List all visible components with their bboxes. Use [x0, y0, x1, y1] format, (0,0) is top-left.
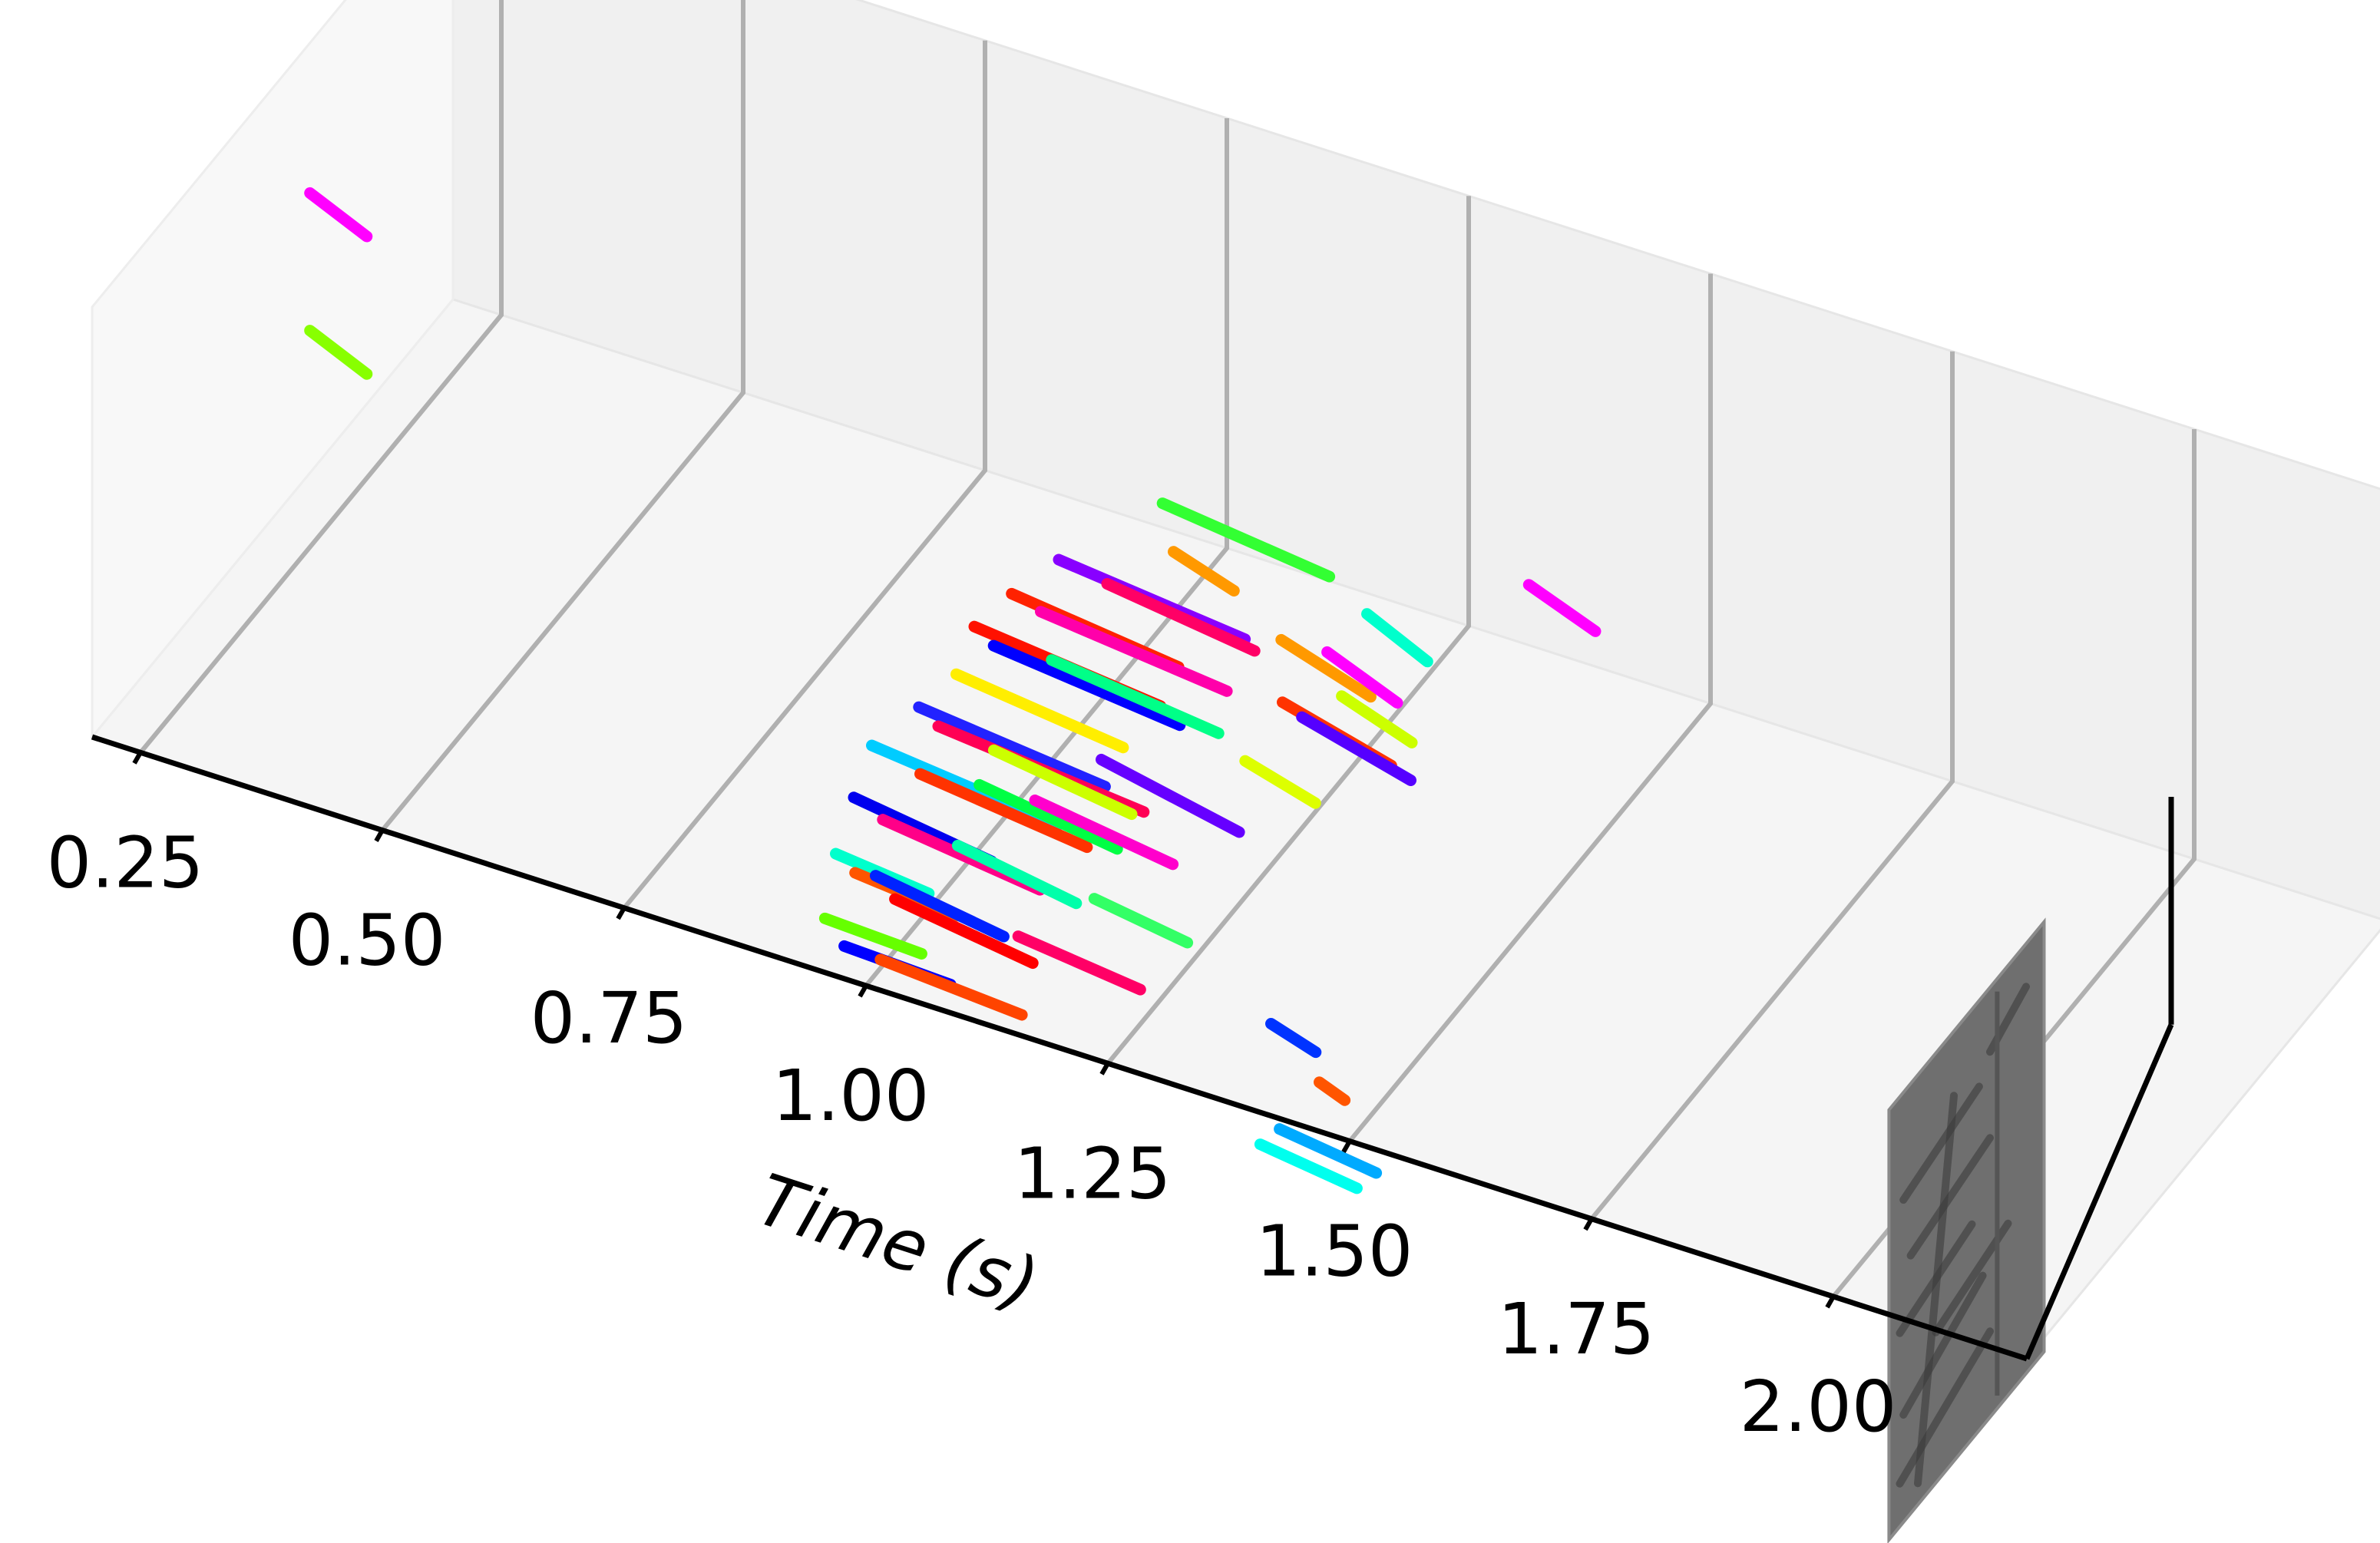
- event-segment: [874, 953, 1028, 1021]
- x-tick: [374, 829, 385, 842]
- event-segment: [1012, 930, 1146, 996]
- event-segment: [1254, 1138, 1363, 1194]
- event-segment: [869, 870, 1010, 943]
- event-segment: [1239, 755, 1321, 809]
- x-tick-label: 2.00: [1740, 1366, 1897, 1448]
- event-segment: [1029, 795, 1179, 871]
- event-segment: [950, 668, 1129, 754]
- x-tick: [1825, 1295, 1836, 1309]
- x-tick-label: 1.25: [1014, 1132, 1172, 1214]
- event-segment: [889, 893, 1039, 970]
- axes: [91, 734, 2174, 1362]
- event-segment: [1096, 753, 1245, 838]
- event-segment: [951, 839, 1083, 910]
- event-segment: [1361, 608, 1433, 668]
- x-tick: [132, 751, 143, 765]
- x-tick: [1583, 1218, 1594, 1231]
- x-tick-label: 1.50: [1256, 1211, 1413, 1293]
- event-segment: [1522, 579, 1602, 637]
- event-segment: [1336, 690, 1418, 748]
- event-segment: [1168, 546, 1240, 597]
- frame-texture: [1906, 1134, 1994, 1260]
- x-tick: [1341, 1140, 1352, 1153]
- event-segment: [304, 187, 373, 243]
- x-tick-label: 1.75: [1498, 1288, 1655, 1370]
- x-tick-label: 1.00: [772, 1055, 930, 1137]
- frame-texture: [1899, 1271, 1987, 1419]
- event-segment: [1035, 606, 1233, 697]
- event-segment: [987, 744, 1138, 821]
- frame-texture: [1896, 1327, 1994, 1488]
- event-segment: [1274, 1123, 1383, 1179]
- grid-line: [138, 0, 504, 755]
- event-segment: [818, 912, 927, 960]
- grid-line: [622, 40, 987, 910]
- grid-line: [380, 0, 745, 832]
- tick-labels: 0.25 0.50 0.75 1.00 1.25 1.50 1.75 2.00: [47, 821, 1897, 1448]
- grid-lines: [138, 0, 2197, 1298]
- event-segment: [1156, 497, 1336, 583]
- x-tick-label: 0.50: [289, 900, 446, 982]
- x-axis-line: [91, 734, 2028, 1362]
- x-tick-label: 0.75: [531, 977, 688, 1059]
- grid-line: [1106, 196, 1471, 1066]
- grid-line: [864, 118, 1229, 987]
- frame-texture: [1914, 1092, 1958, 1488]
- x-tick: [1099, 1062, 1110, 1075]
- x-tick: [616, 907, 626, 920]
- x-axis-label: Time (s): [747, 1158, 1048, 1326]
- event-segment: [1265, 1018, 1322, 1059]
- x-tick-label: 0.25: [47, 821, 204, 904]
- event-segment: [1275, 633, 1377, 703]
- data-marks: [304, 187, 1602, 1194]
- event-segment: [987, 639, 1186, 732]
- event-segment: [1101, 578, 1261, 657]
- grid-line: [1589, 351, 1955, 1221]
- event-segment: [304, 325, 373, 380]
- y-axis-line: [2024, 1023, 2174, 1360]
- side-pane: [91, 0, 455, 741]
- event-segment: [1314, 1076, 1351, 1106]
- event-segment: [1088, 893, 1194, 949]
- grid-line: [1347, 273, 1713, 1143]
- event-segment: [1296, 711, 1416, 786]
- event-segment: [973, 778, 1123, 855]
- x-tick: [858, 984, 868, 998]
- event-segment: [1046, 654, 1225, 739]
- event-segment: [913, 701, 1111, 793]
- event-segment: [914, 768, 1093, 854]
- frame-image: [1887, 917, 2046, 1543]
- event-segment: [1321, 646, 1403, 709]
- frame-texture: [1899, 1082, 1983, 1204]
